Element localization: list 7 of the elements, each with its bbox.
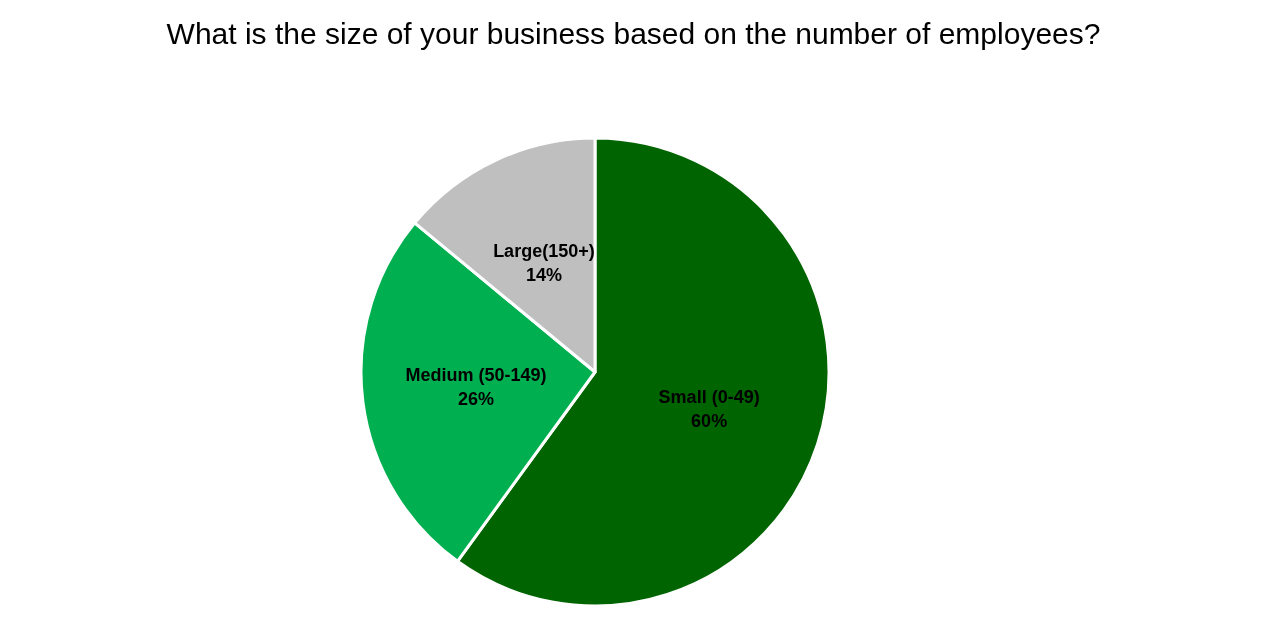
data-label: 14% [525,265,562,286]
data-label: 60% [691,411,728,432]
chart-title: What is the size of your business based on the number of employees? [166,16,1101,50]
slice-label: Large(150+) [493,241,595,262]
slice-label: Small (0-49) [658,387,760,408]
data-label: 26% [457,389,494,410]
slice-label: Medium (50-149) [405,365,547,386]
